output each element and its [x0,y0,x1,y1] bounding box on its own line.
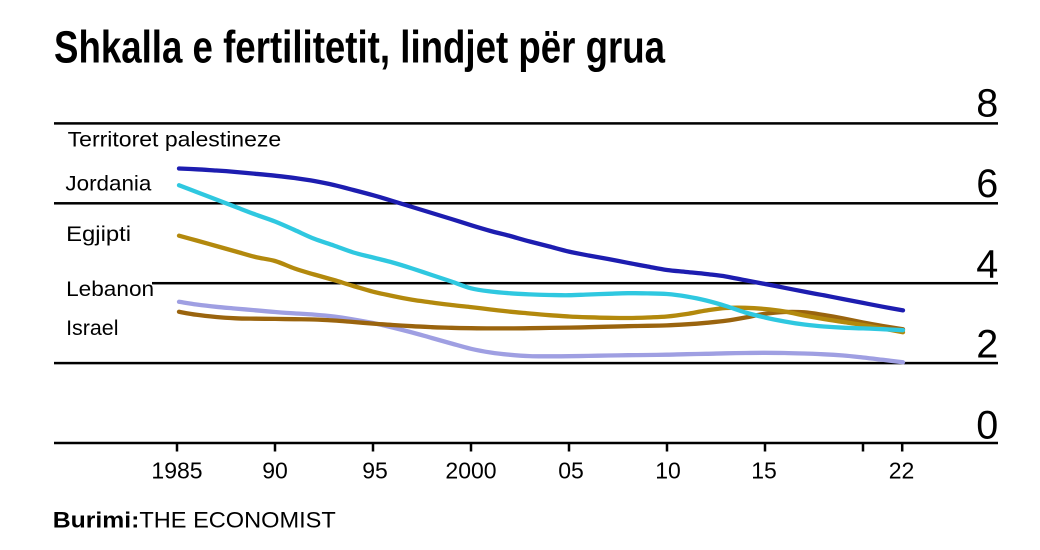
svg-text:Territoret palestineze: Territoret palestineze [68,129,282,152]
svg-text:Lebanon: Lebanon [66,278,154,301]
svg-text:2000: 2000 [445,457,496,483]
svg-text:05: 05 [558,457,584,483]
svg-text:1985: 1985 [151,457,202,483]
svg-text:2: 2 [976,323,998,367]
svg-text:Jordania: Jordania [65,172,151,195]
svg-text:10: 10 [655,457,681,483]
svg-text:Israel: Israel [66,317,118,340]
svg-text:22: 22 [889,457,915,483]
svg-text:15: 15 [751,457,777,483]
svg-text:4: 4 [976,242,998,286]
svg-text:95: 95 [362,457,388,483]
svg-text:8: 8 [976,82,998,126]
svg-text:Egjipti: Egjipti [66,223,131,246]
svg-text:THE ECONOMIST: THE ECONOMIST [139,508,335,533]
svg-text:6: 6 [976,162,998,206]
svg-text:Shkalla e fertilitetit, lindje: Shkalla e fertilitetit, lindjet për grua [54,22,666,73]
svg-text:Burimi:: Burimi: [53,508,140,533]
svg-text:90: 90 [262,457,288,483]
svg-text:0: 0 [976,403,998,447]
